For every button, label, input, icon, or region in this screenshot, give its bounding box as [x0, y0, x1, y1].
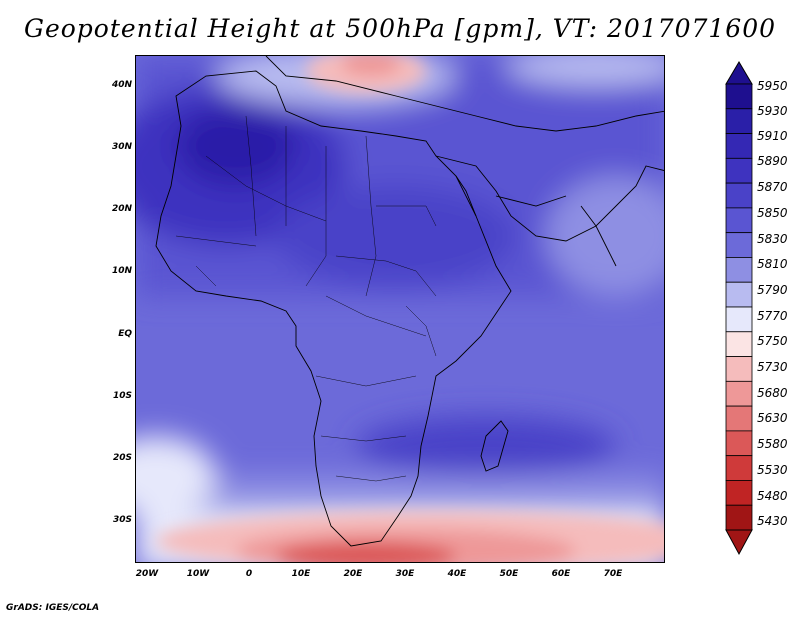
colorbar-label-5810: 5810	[757, 257, 788, 271]
lat-label-10n: 10N	[111, 266, 132, 276]
colorbar-label-5680: 5680	[757, 386, 788, 400]
colorbar-cell-5850	[725, 207, 753, 234]
footer-credit: GrADS: IGES/COLA	[6, 603, 100, 613]
colorbar-label-5930: 5930	[757, 104, 788, 118]
colorbar-label-5770: 5770	[757, 309, 788, 323]
colorbar-label-5790: 5790	[757, 283, 788, 297]
colorbar-cell-5890	[725, 157, 753, 184]
colorbar-cell-5630	[725, 405, 753, 432]
map-panel	[135, 55, 665, 563]
lon-label-70e: 70E	[603, 569, 623, 579]
lon-label-50e: 50E	[499, 569, 519, 579]
colorbar-cell-5680	[725, 380, 753, 407]
colorbar-cell-5580	[725, 430, 753, 457]
lon-label-0: 0	[245, 569, 253, 579]
lat-label-30s: 30S	[112, 515, 132, 525]
colorbar-label-5430: 5430	[757, 514, 788, 528]
lon-label-20w: 20W	[135, 569, 159, 579]
colorbar-label-5630: 5630	[757, 411, 788, 425]
lat-label-30n: 30N	[111, 142, 132, 152]
colorbar-cell-5480	[725, 480, 753, 506]
colorbar-label-5950: 5950	[757, 79, 788, 93]
colorbar-cell-5750	[725, 331, 753, 357]
colorbar-cells	[725, 83, 753, 531]
colorbar-label-5910: 5910	[757, 129, 788, 143]
colorbar-cell-5730	[725, 356, 753, 382]
lat-label-20s: 20S	[112, 453, 132, 463]
country-borders	[175, 115, 437, 482]
colorbar-cell-5790	[725, 281, 753, 308]
colorbar-top-arrow	[725, 61, 753, 85]
lon-label-60e: 60E	[551, 569, 571, 579]
colorbar-cell-5770	[725, 306, 753, 333]
colorbar-cell-5950	[725, 83, 753, 110]
lon-label-20e: 20E	[343, 569, 363, 579]
lon-label-10w: 10W	[186, 569, 210, 579]
lon-label-40e: 40E	[447, 569, 467, 579]
lat-label-eq: EQ	[118, 329, 132, 339]
colorbar-cell-5910	[725, 133, 753, 159]
colorbar-label-5480: 5480	[757, 489, 788, 503]
colorbar-label-5850: 5850	[757, 206, 788, 220]
colorbar-label-5830: 5830	[757, 232, 788, 246]
colorbar-cell-5930	[725, 108, 753, 134]
colorbar-label-5870: 5870	[757, 180, 788, 194]
lat-label-10s: 10S	[112, 391, 132, 401]
colorbar	[725, 61, 753, 556]
colorbar-cell-5530	[725, 455, 753, 481]
colorbar-cell-5830	[725, 232, 753, 258]
geopotential-height-map	[136, 56, 664, 562]
coastlines	[155, 56, 664, 547]
lat-label-20n: 20N	[111, 204, 132, 214]
colorbar-cell-5430	[725, 504, 753, 531]
colorbar-cell-5870	[725, 182, 753, 209]
map-title: Geopotential Height at 500hPa [gpm], VT:…	[23, 14, 777, 43]
colorbar-label-5730: 5730	[757, 360, 788, 374]
colorbar-label-5530: 5530	[757, 463, 788, 477]
colorbar-label-5750: 5750	[757, 334, 788, 348]
colorbar-cell-5810	[725, 257, 753, 283]
lon-label-10e: 10E	[291, 569, 311, 579]
colorbar-label-5890: 5890	[757, 154, 788, 168]
colorbar-label-5580: 5580	[757, 437, 788, 451]
lat-label-40n: 40N	[111, 80, 132, 90]
lon-label-30e: 30E	[395, 569, 415, 579]
colorbar-bottom-arrow	[725, 529, 753, 556]
